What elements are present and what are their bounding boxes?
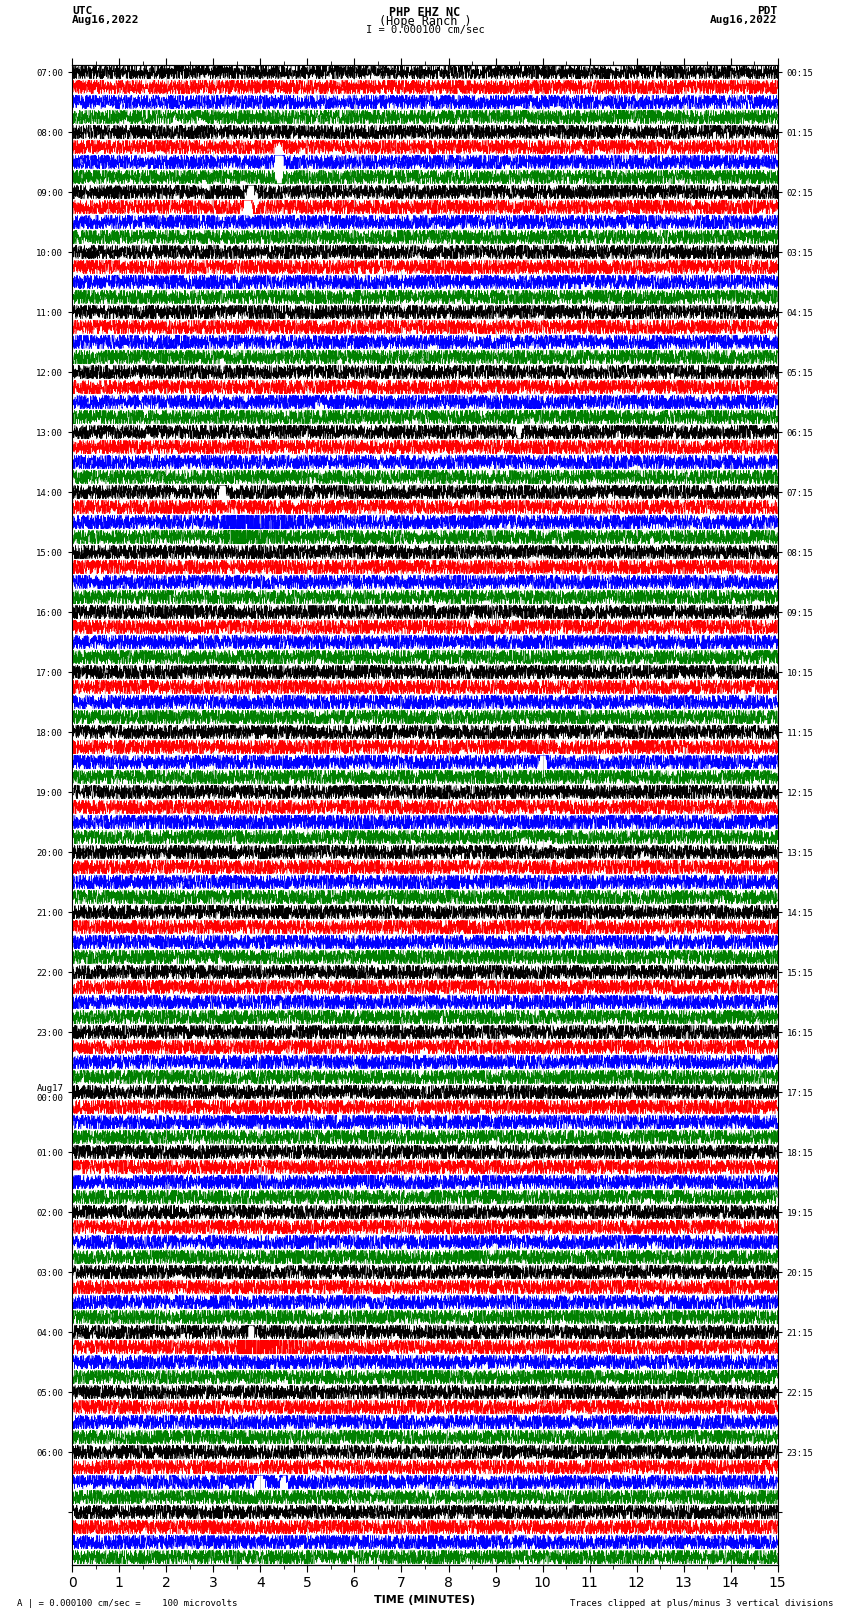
Text: Traces clipped at plus/minus 3 vertical divisions: Traces clipped at plus/minus 3 vertical …	[570, 1598, 833, 1608]
Text: I = 0.000100 cm/sec: I = 0.000100 cm/sec	[366, 24, 484, 35]
Text: UTC: UTC	[72, 5, 93, 16]
Text: Aug16,2022: Aug16,2022	[711, 16, 778, 26]
Text: (Hope Ranch ): (Hope Ranch )	[379, 16, 471, 29]
Text: PDT: PDT	[757, 5, 778, 16]
Text: PHP EHZ NC: PHP EHZ NC	[389, 5, 461, 19]
Text: Aug16,2022: Aug16,2022	[72, 16, 139, 26]
Text: A | = 0.000100 cm/sec =    100 microvolts: A | = 0.000100 cm/sec = 100 microvolts	[17, 1598, 237, 1608]
X-axis label: TIME (MINUTES): TIME (MINUTES)	[375, 1595, 475, 1605]
